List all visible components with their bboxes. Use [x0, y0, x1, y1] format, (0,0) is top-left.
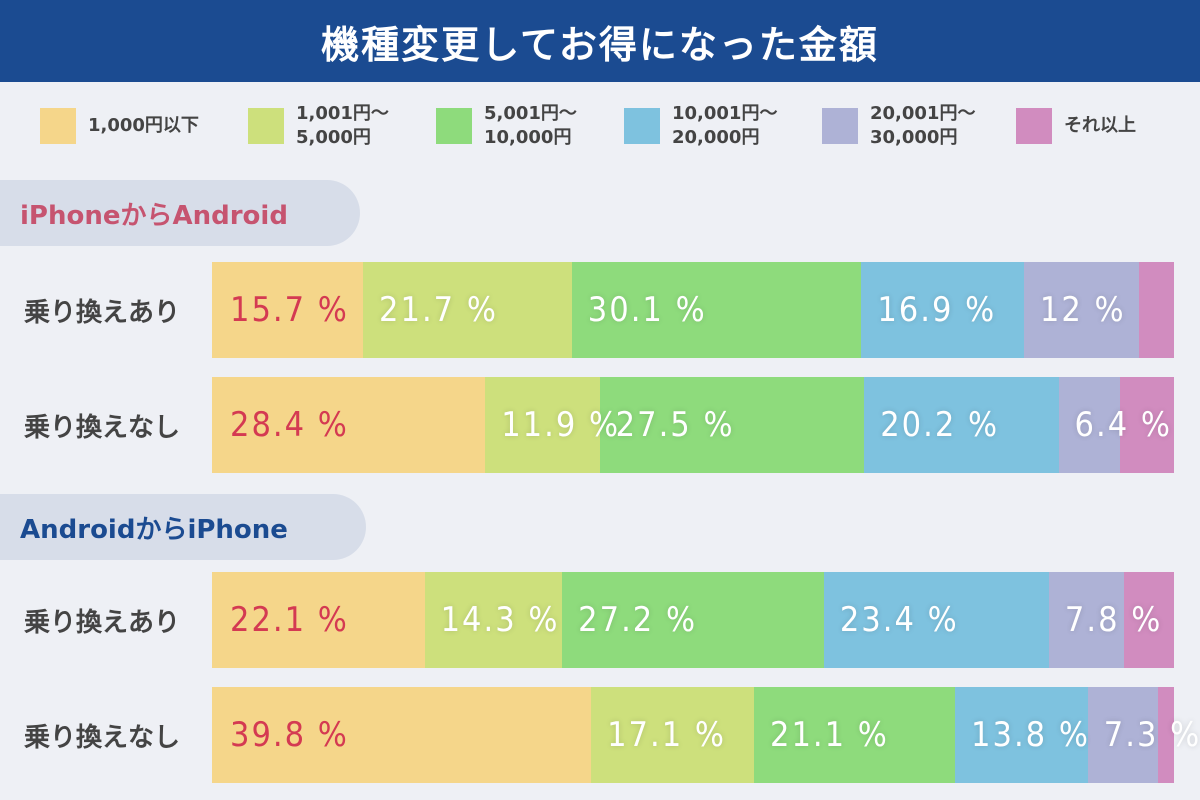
bar-segment-s1-r2-3: 27.5 % — [599, 377, 865, 473]
bar-value-label-s2-r2-3: 21.1 % — [770, 715, 889, 755]
legend-label-3: 5,001円〜 10,000円 — [484, 102, 577, 150]
bar-value-label-s2-r2-4: 13.8 % — [971, 715, 1090, 755]
bar-value-label-s2-r1-3: 27.2 % — [578, 600, 698, 640]
legend-swatch-6 — [1016, 108, 1052, 144]
bar-segment-s2-r1-4: 23.4 % — [823, 572, 1049, 668]
chart-title-banner: 機種変更してお得になった金額 — [0, 0, 1200, 82]
bar-segment-s1-r2-4: 20.2 % — [864, 377, 1059, 473]
section-heading-iphone-to-android: iPhoneからAndroid — [0, 180, 360, 246]
bar-segment-s1-r1-2: 21.7 % — [363, 262, 572, 358]
chart-title: 機種変更してお得になった金額 — [321, 22, 879, 67]
legend-item-6: それ以上 — [1016, 96, 1136, 156]
legend-item-1: 1,000円以下 — [40, 96, 199, 156]
row-label-4-text: 乗り換えなし — [24, 722, 181, 753]
legend-swatch-3 — [436, 108, 472, 144]
bar-segment-s1-r1-4: 16.9 % — [861, 262, 1024, 358]
legend-label-2-line-1: 1,001円〜 — [296, 103, 389, 124]
bar-value-label-s2-r2-2: 17.1 % — [607, 715, 726, 755]
legend-label-3-line-1: 5,001円〜 — [484, 103, 577, 124]
bar-value-label-s2-r1-1: 22.1 % — [230, 600, 349, 640]
bar-value-label-s2-r2-1: 39.8 % — [230, 715, 349, 755]
legend-item-3: 5,001円〜 10,000円 — [436, 96, 577, 156]
legend-label-5-line-1: 20,001円〜 — [870, 103, 976, 124]
legend-label-6-line-1: それ以上 — [1064, 115, 1136, 136]
bar-segment-s1-r1-3: 30.1 % — [571, 262, 862, 358]
bar-value-label-s1-r1-3: 30.1 % — [587, 290, 707, 330]
stacked-bar-4: 39.8 % 17.1 % 21.1 % 13.8 % 7.3 % — [212, 687, 1199, 783]
bar-segment-s2-r2-2: 17.1 % — [591, 687, 755, 783]
legend-label-4: 10,001円〜 20,000円 — [672, 102, 777, 150]
legend-item-2: 1,001円〜 5,000円 — [248, 96, 389, 156]
bar-segment-s1-r2-2: 11.9 % — [485, 377, 618, 473]
row-label-2: 乗り換えなし — [24, 377, 204, 473]
bar-segment-s1-r1-1: 15.7 % — [212, 262, 364, 358]
bar-value-label-s2-r2-5: 7.3 % — [1103, 715, 1200, 755]
legend-swatch-2 — [248, 108, 284, 144]
bar-segment-s2-r2-5: 7.3 % — [1087, 687, 1199, 783]
stacked-bar-1: 15.7 % 21.7 % 30.1 % 16.9 % 12 % — [212, 262, 1174, 358]
section-heading-1-text: iPhoneからAndroid — [20, 200, 288, 231]
bar-segment-s1-r2-1: 28.4 % — [212, 377, 486, 473]
legend-label-1-line-1: 1,000円以下 — [88, 115, 199, 136]
legend-label-2-line-2: 5,000円 — [296, 127, 371, 148]
row-label-1-text: 乗り換えあり — [24, 297, 181, 328]
bar-value-label-s1-r1-5: 12 % — [1039, 290, 1126, 330]
bar-segment-s1-r1-5: 12 % — [1023, 262, 1140, 358]
stacked-bar-3: 22.1 % 14.3 % 27.2 % 23.4 % 7.8 % — [212, 572, 1174, 668]
legend-swatch-5 — [822, 108, 858, 144]
bar-value-label-s1-r1-4: 16.9 % — [877, 290, 997, 330]
bar-value-label-s1-r2-1: 28.4 % — [230, 405, 349, 445]
legend: 1,000円以下 1,001円〜 5,000円 5,001円〜 10,000円 … — [0, 96, 1200, 156]
bar-segment-s2-r2-4: 13.8 % — [955, 687, 1088, 783]
legend-label-3-line-2: 10,000円 — [484, 127, 572, 148]
legend-label-6: それ以上 — [1064, 114, 1136, 138]
bar-value-label-s1-r1-1: 15.7 % — [230, 290, 349, 330]
section-heading-android-to-iphone: AndroidからiPhone — [0, 494, 366, 560]
row-label-3: 乗り換えあり — [24, 572, 204, 668]
bar-value-label-s1-r2-3: 27.5 % — [615, 405, 735, 445]
bar-value-label-s1-r2-4: 20.2 % — [880, 405, 1000, 445]
legend-swatch-4 — [624, 108, 660, 144]
stacked-bar-2: 28.4 % 11.9 % 27.5 % 20.2 % 6.4 % — [212, 377, 1174, 473]
bar-segment-s1-r1-6 — [1139, 262, 1174, 358]
legend-label-4-line-2: 20,000円 — [672, 127, 760, 148]
bar-segment-s1-r2-5: 6.4 % — [1058, 377, 1170, 473]
bar-value-label-s1-r2-5: 6.4 % — [1074, 405, 1172, 445]
section-heading-2-text: AndroidからiPhone — [20, 514, 288, 545]
legend-item-4: 10,001円〜 20,000円 — [624, 96, 777, 156]
legend-label-4-line-1: 10,001円〜 — [672, 103, 778, 124]
legend-label-5: 20,001円〜 30,000円 — [870, 102, 975, 150]
bar-value-label-s1-r2-2: 11.9 % — [501, 405, 621, 445]
legend-swatch-1 — [40, 108, 76, 144]
bar-value-label-s1-r1-2: 21.7 % — [379, 290, 498, 330]
bar-segment-s2-r2-3: 21.1 % — [754, 687, 956, 783]
bar-segment-s2-r1-1: 22.1 % — [212, 572, 425, 668]
row-label-2-text: 乗り換えなし — [24, 412, 181, 443]
bar-value-label-s2-r1-5: 7.8 % — [1064, 600, 1163, 640]
bar-segment-s2-r2-6 — [1158, 687, 1174, 783]
legend-label-1: 1,000円以下 — [88, 114, 199, 138]
bar-segment-s2-r1-2: 14.3 % — [424, 572, 563, 668]
row-label-4: 乗り換えなし — [24, 687, 204, 783]
bar-segment-s2-r1-3: 27.2 % — [562, 572, 824, 668]
bar-value-label-s2-r1-4: 23.4 % — [839, 600, 959, 640]
row-label-1: 乗り換えあり — [24, 262, 204, 358]
bar-segment-s2-r1-6 — [1123, 572, 1174, 668]
row-label-3-text: 乗り換えあり — [24, 607, 181, 638]
legend-item-5: 20,001円〜 30,000円 — [822, 96, 975, 156]
bar-segment-s2-r2-1: 39.8 % — [212, 687, 592, 783]
bar-segment-s2-r1-5: 7.8 % — [1048, 572, 1160, 668]
bar-value-label-s2-r1-2: 14.3 % — [440, 600, 560, 640]
legend-label-5-line-2: 30,000円 — [870, 127, 958, 148]
legend-label-2: 1,001円〜 5,000円 — [296, 102, 389, 150]
bar-segment-s1-r2-6 — [1120, 377, 1174, 473]
